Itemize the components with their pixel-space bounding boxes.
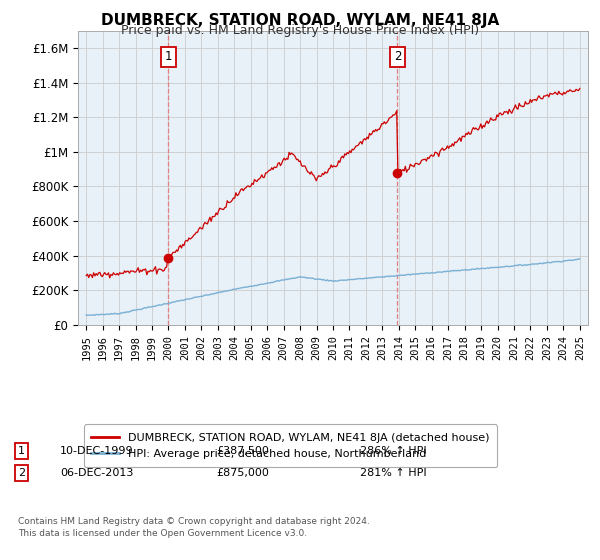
Text: 281% ↑ HPI: 281% ↑ HPI bbox=[360, 468, 427, 478]
Text: 10-DEC-1999: 10-DEC-1999 bbox=[60, 446, 134, 456]
Text: Price paid vs. HM Land Registry's House Price Index (HPI): Price paid vs. HM Land Registry's House … bbox=[121, 24, 479, 37]
Text: 1: 1 bbox=[18, 446, 25, 456]
Text: 286% ↑ HPI: 286% ↑ HPI bbox=[360, 446, 427, 456]
Text: 06-DEC-2013: 06-DEC-2013 bbox=[60, 468, 133, 478]
Text: £875,000: £875,000 bbox=[216, 468, 269, 478]
Text: Contains HM Land Registry data © Crown copyright and database right 2024.
This d: Contains HM Land Registry data © Crown c… bbox=[18, 517, 370, 538]
Text: 2: 2 bbox=[18, 468, 25, 478]
Text: £387,500: £387,500 bbox=[216, 446, 269, 456]
Text: DUMBRECK, STATION ROAD, WYLAM, NE41 8JA: DUMBRECK, STATION ROAD, WYLAM, NE41 8JA bbox=[101, 13, 499, 28]
Text: 1: 1 bbox=[165, 50, 172, 63]
Legend: DUMBRECK, STATION ROAD, WYLAM, NE41 8JA (detached house), HPI: Average price, de: DUMBRECK, STATION ROAD, WYLAM, NE41 8JA … bbox=[83, 424, 497, 467]
Text: 2: 2 bbox=[394, 50, 401, 63]
